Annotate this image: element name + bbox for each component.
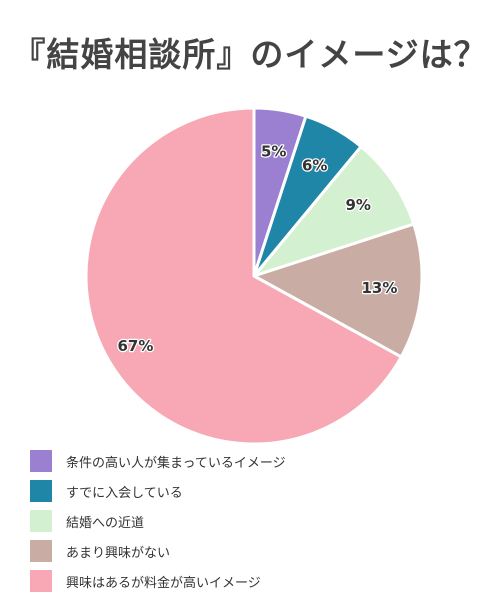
pie-slice-3 bbox=[250, 222, 424, 359]
legend-item-1: すでに入会している bbox=[30, 476, 286, 506]
pie-slice-label-3: 13% bbox=[361, 279, 397, 297]
legend-swatch-0 bbox=[30, 450, 52, 472]
legend-swatch-3 bbox=[30, 540, 52, 562]
legend-label-2: 結婚への近道 bbox=[66, 515, 145, 531]
legend-swatch-4 bbox=[30, 570, 52, 592]
legend-label-0: 条件の高い人が集まっているイメージ bbox=[66, 455, 286, 471]
legend-item-4: 興味はあるが料金が高いイメージ bbox=[30, 566, 286, 596]
pie-slice-label-2: 9% bbox=[345, 196, 370, 214]
legend-label-4: 興味はあるが料金が高いイメージ bbox=[66, 575, 261, 591]
pie-slice-label-1: 6% bbox=[302, 157, 327, 175]
pie-slice-2 bbox=[249, 144, 416, 280]
pie-chart: 5% 6% 9% 13% 67% bbox=[84, 106, 424, 445]
legend-label-3: あまり興味がない bbox=[66, 545, 171, 561]
chart-legend: 条件の高い人が集まっているイメージ すでに入会している 結婚への近道あまり興味がない… bbox=[30, 446, 286, 596]
legend-label-1: すでに入会している bbox=[66, 485, 183, 501]
legend-item-2: 結婚への近道 bbox=[30, 506, 286, 536]
pie-slice-label-4: 67% bbox=[117, 337, 153, 355]
chart-title: 『結婚相談所』のイメージは？ bbox=[12, 35, 488, 74]
legend-swatch-2 bbox=[30, 510, 52, 532]
legend-swatch-1 bbox=[30, 480, 52, 502]
pie-slice-4 bbox=[84, 106, 404, 445]
legend-item-3: あまり興味がない bbox=[30, 536, 286, 566]
legend-item-0: 条件の高い人が集まっているイメージ bbox=[30, 446, 286, 476]
pie-slice-label-0: 5% bbox=[261, 143, 286, 161]
